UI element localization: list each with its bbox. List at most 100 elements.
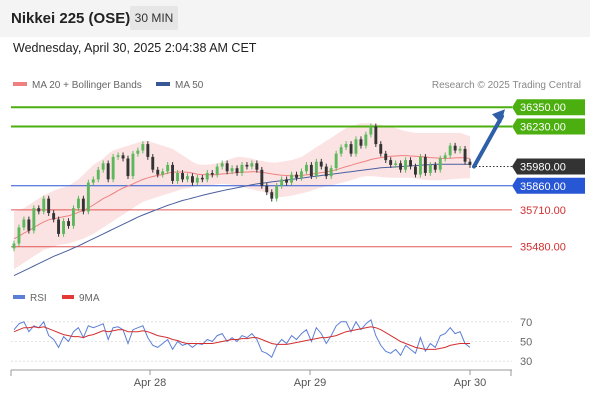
candle-body xyxy=(200,177,204,180)
legend-rsi: RSI xyxy=(13,293,47,304)
candle-body xyxy=(72,208,75,226)
candle-body xyxy=(17,227,21,244)
candle-body xyxy=(186,176,189,180)
candle-body xyxy=(354,139,358,154)
candle-body xyxy=(37,208,41,212)
candle-body xyxy=(344,144,348,148)
timeframe-badge[interactable]: 30 MIN xyxy=(130,6,178,30)
candle-body xyxy=(106,163,110,180)
forecast-arrow-shaft xyxy=(472,114,504,169)
candle-body xyxy=(280,179,284,186)
candle-body xyxy=(260,169,264,186)
candle-body xyxy=(334,153,338,169)
datetime-label: Wednesday, April 30, 2025 2:04:38 AM CET xyxy=(13,41,257,55)
candle-body xyxy=(290,174,293,183)
candle-body xyxy=(409,160,412,167)
level-label: 35860.00 xyxy=(520,181,566,193)
candle-body xyxy=(255,163,259,170)
candle-body xyxy=(250,163,254,167)
candle-body xyxy=(359,139,363,146)
chart-title: Nikkei 225 (OSE) xyxy=(11,10,131,27)
rsi-tick-label: 70 xyxy=(520,317,532,329)
x-tick-label: Apr 28 xyxy=(134,377,166,389)
candle-body xyxy=(136,150,140,154)
candle-body xyxy=(210,173,214,175)
candle-body xyxy=(116,155,120,157)
candle-body xyxy=(161,171,165,175)
candle-body xyxy=(230,168,234,172)
level-label: 36350.00 xyxy=(520,102,566,114)
candle-body xyxy=(349,144,353,154)
forecast-arrow-head xyxy=(492,109,505,124)
candle-body xyxy=(414,166,417,175)
candle-body xyxy=(22,219,26,228)
candle-body xyxy=(374,126,378,145)
credit-text: Research © 2025 Trading Central xyxy=(431,80,581,91)
candle-body xyxy=(171,164,174,181)
candle-body xyxy=(67,221,70,226)
candle-body xyxy=(181,173,184,180)
candle-body xyxy=(448,145,452,156)
level-label: 36230.00 xyxy=(520,121,566,133)
candle-body xyxy=(295,174,298,178)
candle-body xyxy=(166,164,170,172)
candle-body xyxy=(443,155,447,159)
candle-body xyxy=(275,185,279,199)
candle-body xyxy=(121,155,125,159)
candle-body xyxy=(215,166,219,175)
candle-body xyxy=(438,158,442,170)
candle-body xyxy=(220,163,224,167)
candle-body xyxy=(324,166,328,177)
candle-body xyxy=(384,153,388,161)
legend-rsi-label: RSI xyxy=(30,293,47,304)
candle-body xyxy=(77,198,80,209)
candle-body xyxy=(47,198,51,213)
candle-body xyxy=(369,126,373,135)
level-label-box xyxy=(512,158,585,175)
candle-body xyxy=(389,160,393,165)
x-tick-label: Apr 30 xyxy=(454,377,486,389)
level-label: 35980.00 xyxy=(520,162,566,174)
level-label-box xyxy=(512,177,585,194)
candle-body xyxy=(364,134,368,146)
candle-body xyxy=(126,158,130,177)
candle-body xyxy=(240,164,244,173)
candle-body xyxy=(285,179,288,183)
candle-body xyxy=(86,182,90,212)
candle-body xyxy=(453,145,457,151)
candle-body xyxy=(399,163,402,170)
candle-body xyxy=(32,208,36,231)
candle-body xyxy=(329,168,333,177)
legend-rsi-ma-label: 9MA xyxy=(79,293,100,304)
candle-body xyxy=(428,164,432,173)
candle-body xyxy=(300,171,303,178)
candle-body xyxy=(245,164,249,167)
candle-body xyxy=(111,156,115,180)
candle-body xyxy=(463,148,467,162)
rsi-tick-label: 50 xyxy=(520,337,532,349)
rsi-tick-label: 30 xyxy=(520,356,532,368)
candle-body xyxy=(314,161,318,177)
level-label-box xyxy=(512,118,585,135)
candle-body xyxy=(339,147,343,154)
candle-body xyxy=(176,173,179,181)
candle-body xyxy=(146,144,150,157)
ma20-swatch xyxy=(13,82,27,87)
legend-ma50: MA 50 xyxy=(156,80,203,91)
level-label-box xyxy=(512,99,585,116)
candle-body xyxy=(96,169,100,180)
candle-body xyxy=(458,148,462,151)
candle-body xyxy=(62,221,65,234)
level-label: 35480.00 xyxy=(520,242,566,254)
candle-body xyxy=(419,156,422,175)
candle-body xyxy=(57,219,60,234)
candle-body xyxy=(156,169,160,175)
candle-body xyxy=(191,176,194,183)
bollinger-band xyxy=(14,123,470,270)
candle-body xyxy=(309,164,313,177)
candle-body xyxy=(394,163,398,165)
legend-rsi-ma: 9MA xyxy=(62,293,100,304)
legend-ma20-label: MA 20 + Bollinger Bands xyxy=(32,80,142,91)
ma50-line xyxy=(13,163,470,277)
